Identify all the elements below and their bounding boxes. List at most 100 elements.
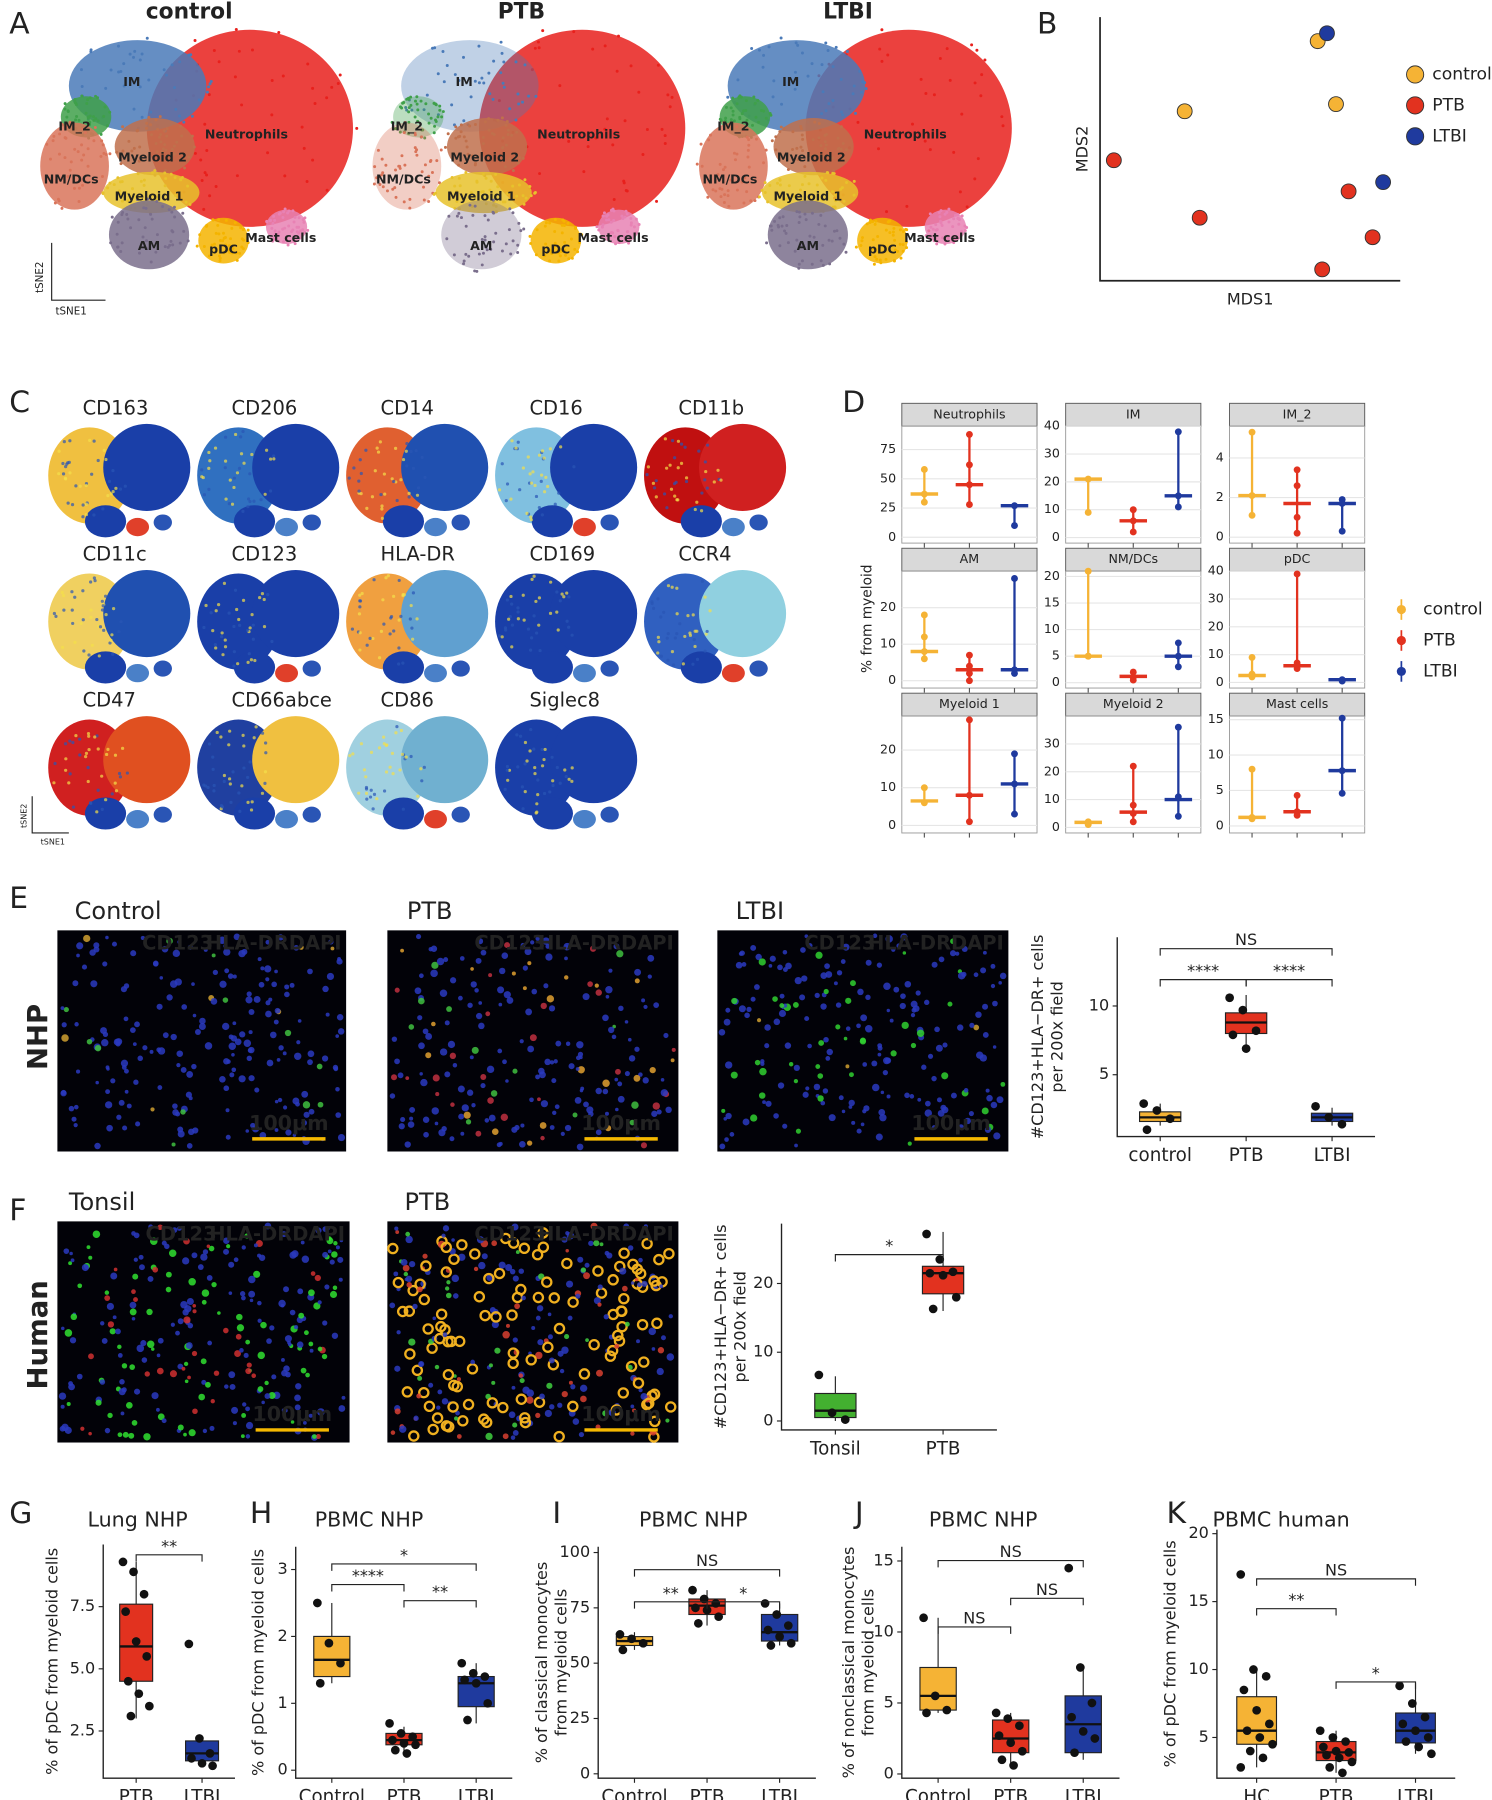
heat-dot bbox=[570, 633, 574, 637]
cluster-dot bbox=[286, 243, 290, 247]
cluster-dot bbox=[1000, 115, 1004, 119]
cluster-dot bbox=[122, 84, 126, 88]
heat-dot bbox=[401, 661, 405, 665]
cell bbox=[453, 1416, 459, 1421]
heat-dot bbox=[101, 604, 105, 608]
cluster-dot bbox=[611, 207, 615, 211]
cluster-dot bbox=[400, 154, 404, 158]
cell bbox=[239, 1031, 246, 1038]
y-tick-label: 20 bbox=[1044, 473, 1060, 488]
point bbox=[763, 1625, 773, 1635]
cell bbox=[982, 1032, 989, 1038]
heat-dot bbox=[103, 594, 108, 598]
cluster-dot bbox=[65, 115, 69, 119]
y-tick-label: 20 bbox=[880, 599, 896, 614]
heat-dot bbox=[90, 472, 94, 476]
heat-dot bbox=[251, 623, 255, 627]
cell bbox=[850, 980, 856, 987]
cell-ring bbox=[636, 1319, 649, 1331]
point bbox=[942, 1705, 952, 1715]
cluster-dot bbox=[52, 134, 56, 138]
heat-dot bbox=[209, 611, 213, 615]
heat-dot bbox=[235, 471, 240, 475]
cell bbox=[322, 1251, 329, 1258]
cell bbox=[510, 1435, 516, 1440]
cluster-dot bbox=[793, 249, 797, 253]
cluster-dot bbox=[128, 52, 132, 56]
cluster-dot bbox=[757, 120, 761, 124]
cell bbox=[824, 963, 830, 969]
heat-dot bbox=[693, 629, 697, 633]
heat-dot bbox=[705, 443, 710, 447]
cluster-dot bbox=[931, 227, 935, 231]
cluster-dot bbox=[203, 122, 207, 126]
cell bbox=[557, 1402, 563, 1408]
heat-dot bbox=[409, 449, 413, 454]
y-tick-label: 0 bbox=[884, 1763, 894, 1782]
bracket bbox=[1335, 1681, 1417, 1689]
cell bbox=[615, 1068, 621, 1075]
cell bbox=[183, 1316, 191, 1324]
cell bbox=[416, 1286, 423, 1293]
cluster-dot bbox=[528, 234, 532, 238]
heat-dot bbox=[510, 645, 514, 649]
cluster-dot bbox=[455, 189, 459, 193]
point bbox=[1338, 677, 1346, 685]
heat-dot bbox=[270, 639, 274, 644]
cluster-dot bbox=[205, 224, 208, 228]
cluster-dot bbox=[528, 184, 532, 188]
cell bbox=[417, 1015, 423, 1021]
heat-dot bbox=[537, 623, 541, 627]
cluster-dot bbox=[459, 123, 463, 127]
cluster-dot bbox=[409, 95, 413, 99]
cluster-dot bbox=[436, 115, 440, 119]
cluster-dot bbox=[457, 176, 461, 180]
cluster-dot bbox=[100, 139, 104, 143]
cluster-dot bbox=[947, 220, 951, 224]
heat-dot bbox=[84, 755, 88, 759]
cell bbox=[471, 1046, 479, 1054]
heat-dot bbox=[416, 486, 421, 490]
cluster-dot bbox=[108, 181, 112, 185]
heat-dot bbox=[688, 631, 692, 635]
cell bbox=[446, 1006, 452, 1012]
cell bbox=[120, 1411, 125, 1416]
cell bbox=[502, 1433, 509, 1440]
heat-dot bbox=[118, 775, 123, 779]
cell bbox=[253, 995, 261, 1003]
point bbox=[129, 1567, 138, 1577]
cluster-dot bbox=[303, 230, 307, 234]
heat-dot bbox=[90, 643, 94, 647]
chart-title: PBMC NHP bbox=[929, 1507, 1038, 1531]
cell bbox=[924, 1109, 933, 1117]
cluster-dot bbox=[305, 179, 309, 183]
point bbox=[1293, 570, 1301, 578]
y-tick-label: 25 bbox=[570, 1708, 590, 1727]
cluster-dot bbox=[193, 151, 197, 155]
cluster-dot bbox=[760, 188, 764, 192]
cluster-dot bbox=[462, 119, 466, 123]
cell bbox=[187, 1322, 194, 1329]
significance-label: * bbox=[1372, 1663, 1380, 1682]
cluster-dot bbox=[601, 223, 605, 227]
cluster-dot bbox=[607, 233, 611, 237]
cell bbox=[316, 1063, 323, 1070]
cell bbox=[394, 1226, 399, 1231]
cell-ring bbox=[531, 1248, 544, 1261]
cell bbox=[902, 951, 907, 955]
point bbox=[1011, 502, 1018, 510]
cluster-dot bbox=[552, 245, 556, 249]
cluster-dot bbox=[578, 241, 582, 245]
cluster-dot bbox=[423, 163, 427, 167]
bracket bbox=[1159, 979, 1247, 987]
axis-label: tSNE1 bbox=[41, 838, 65, 847]
cluster-dot bbox=[613, 235, 617, 239]
cell-ring bbox=[486, 1397, 499, 1409]
x-tick-label: Tonsil bbox=[809, 1438, 861, 1459]
cell bbox=[828, 1114, 836, 1122]
heat-dot bbox=[666, 658, 670, 662]
significance-label: NS bbox=[1036, 1580, 1058, 1599]
cluster-dot bbox=[943, 212, 947, 216]
cell-ring bbox=[525, 1354, 537, 1366]
heat-dot bbox=[86, 779, 90, 784]
